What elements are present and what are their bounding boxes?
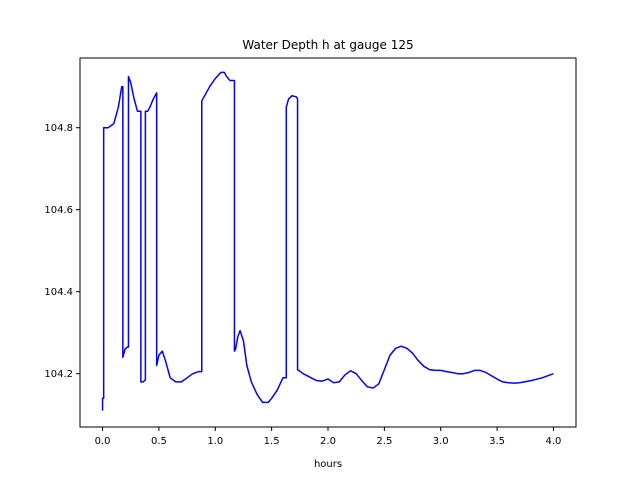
x-tick-label: 1.0 — [207, 436, 223, 447]
x-tick-label: 2.5 — [376, 436, 392, 447]
x-tick-label: 0.5 — [151, 436, 167, 447]
y-tick-label: 104.8 — [44, 123, 73, 134]
x-tick-label: 3.0 — [433, 436, 449, 447]
y-tick-label: 104.6 — [44, 205, 73, 216]
y-axis: 104.2 104.4 104.6 104.8 — [44, 123, 80, 380]
axes-frame — [79, 57, 577, 428]
series-line-0 — [101, 71, 554, 411]
x-tick-label: 2.0 — [320, 436, 336, 447]
x-axis-label: hours — [314, 459, 342, 470]
y-tick-label: 104.4 — [44, 287, 73, 298]
y-tick-label: 104.2 — [44, 369, 73, 380]
x-tick-label: 1.5 — [264, 436, 280, 447]
x-tick-label: 4.0 — [546, 436, 562, 447]
x-tick-label: 3.5 — [489, 436, 505, 447]
x-tick-label: 0.0 — [95, 436, 111, 447]
chart-title: Water Depth h at gauge 125 — [242, 38, 413, 52]
x-axis: 0.0 0.5 1.0 1.5 2.0 2.5 3.0 3.5 4.0 — [95, 427, 562, 447]
plot-area — [101, 71, 554, 411]
